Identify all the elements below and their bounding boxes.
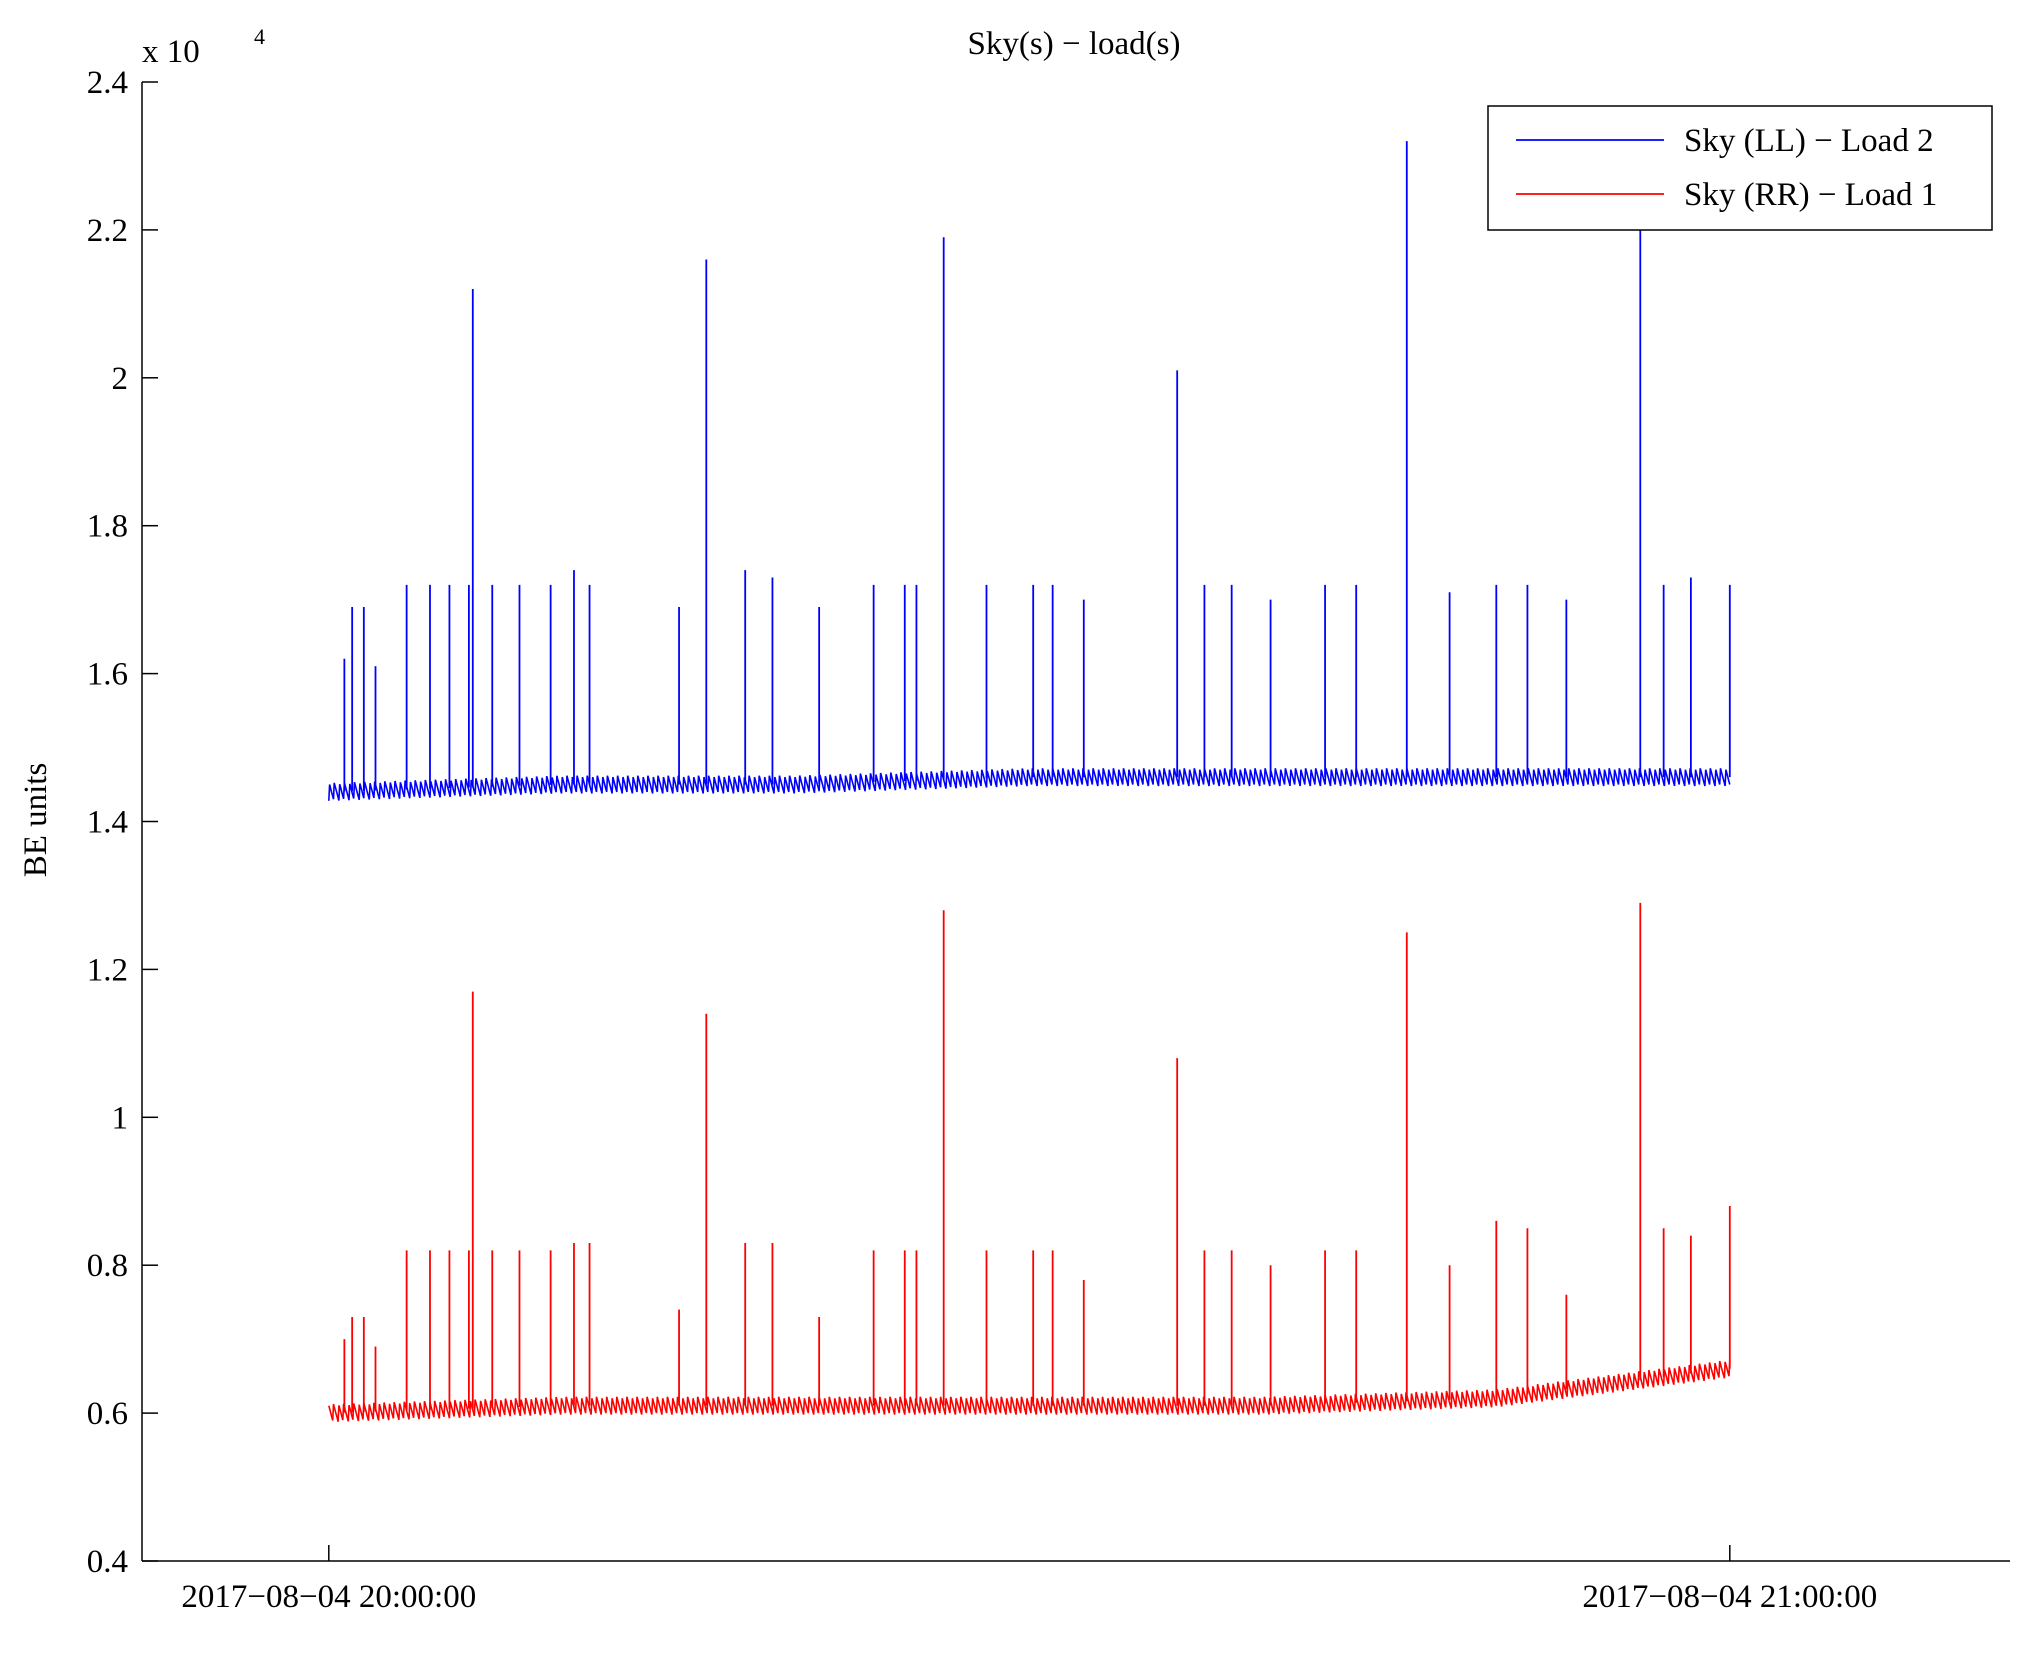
y-tick-label: 1.6 <box>87 657 128 693</box>
y-tick-label: 1.8 <box>87 509 128 545</box>
y-axis-label: BE units <box>18 763 54 878</box>
series-layer <box>328 141 1731 1422</box>
x-tick-label: 2017−08−04 20:00:00 <box>181 1579 476 1615</box>
legend-label: Sky (LL) − Load 2 <box>1684 123 1934 159</box>
y-tick-label: 2 <box>112 361 129 397</box>
legend: Sky (LL) − Load 2 Sky (RR) − Load 1 <box>1487 105 1993 231</box>
series-line <box>328 1359 1731 1422</box>
y-tick-label: 1.4 <box>87 805 128 841</box>
y-tick-label: 0.4 <box>87 1544 128 1580</box>
series-2 <box>328 902 1731 1422</box>
y-axis-ticks: 0.4 0.6 0.8 1 1.2 1.4 1.6 1.8 2 2.2 2.4 <box>87 65 158 1580</box>
y-axis-exponent: x 10 <box>142 34 200 70</box>
y-tick-label: 0.6 <box>87 1396 128 1432</box>
legend-box <box>1487 105 1993 231</box>
y-tick-label: 1 <box>112 1100 129 1136</box>
y-tick-label: 2.4 <box>87 65 128 101</box>
x-axis-ticks: 2017−08−04 20:00:00 2017−08−04 21:00:00 <box>181 1545 1877 1615</box>
y-tick-label: 1.2 <box>87 952 128 988</box>
y-tick-label: 2.2 <box>87 213 128 249</box>
series-line <box>328 768 1731 801</box>
series-1 <box>328 141 1731 801</box>
y-axis-exponent-power: 4 <box>254 24 265 49</box>
chart-title: Sky(s) − load(s) <box>968 26 1181 62</box>
legend-label: Sky (RR) − Load 1 <box>1684 177 1937 213</box>
x-tick-label: 2017−08−04 21:00:00 <box>1582 1579 1877 1615</box>
y-tick-label: 0.8 <box>87 1248 128 1284</box>
